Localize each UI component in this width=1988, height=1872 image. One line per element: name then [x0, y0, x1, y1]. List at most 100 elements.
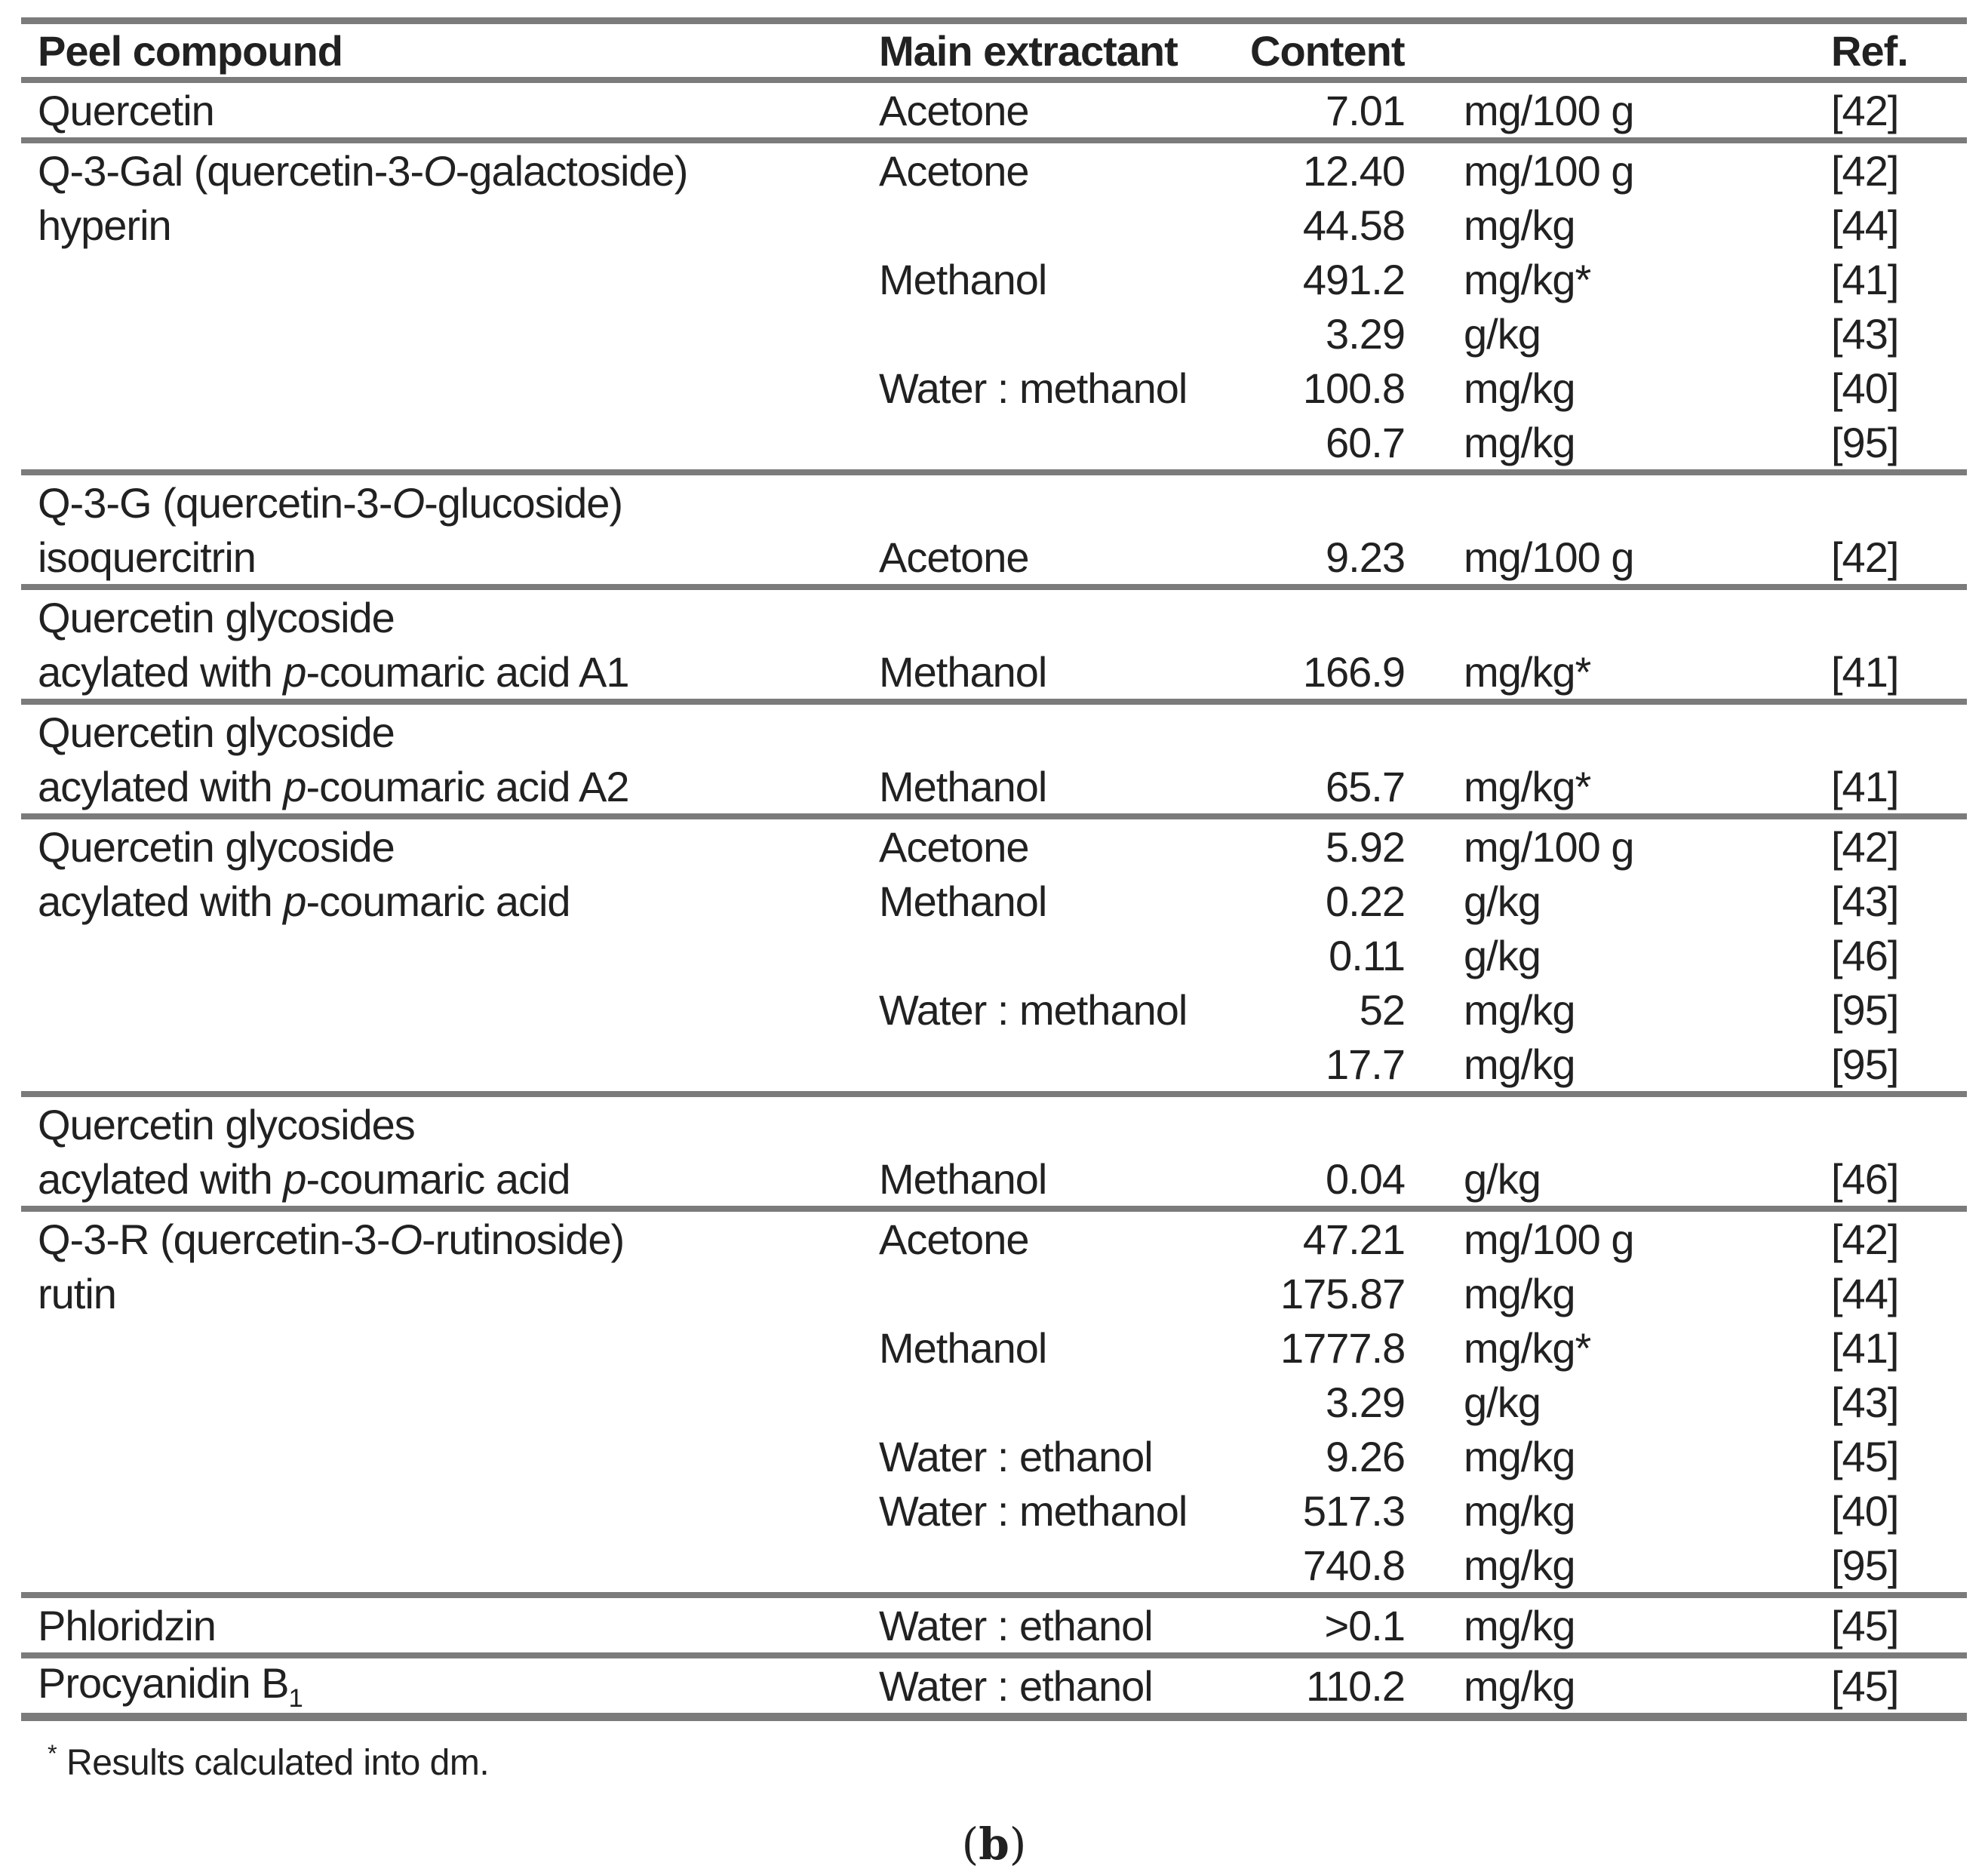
- table-row: acylated with p-coumaric acid A1 Methanol…: [21, 644, 1967, 699]
- content-value-cell: >0.1: [1324, 1601, 1406, 1649]
- compound-cell: Q-3-G (quercetin-3-O-glucoside): [38, 478, 623, 527]
- content-value-cell: 110.2: [1306, 1662, 1406, 1711]
- reference-cell: [43]: [1831, 309, 1899, 358]
- header-main-extractant: Main extractant: [879, 26, 1178, 75]
- table-row: 0.11 g/kg [46]: [21, 928, 1967, 982]
- reference-cell: [43]: [1831, 877, 1899, 925]
- content-value-cell: 740.8: [1302, 1541, 1406, 1589]
- table-body: Quercetin Acetone 7.01 mg/100 g [42] Q-3-Gal …: [21, 83, 1967, 1713]
- table-group: Quercetin glycoside acylated with p-couma…: [21, 590, 1967, 705]
- compound-cell: Quercetin: [38, 86, 215, 134]
- content-unit-cell: mg/kg*: [1464, 647, 1591, 696]
- content-unit-cell: g/kg: [1464, 1154, 1541, 1203]
- content-value-cell: 3.29: [1326, 309, 1406, 358]
- content-value-cell: 52: [1359, 985, 1406, 1034]
- reference-cell: [95]: [1831, 985, 1899, 1034]
- italic-text: p: [283, 762, 306, 810]
- extractant-cell: Methanol: [879, 1154, 1047, 1203]
- caption: (b): [961, 1818, 1027, 1870]
- compound-cell: Q-3-Gal (quercetin-3-O-galactoside): [38, 146, 688, 195]
- content-value-cell: 0.11: [1329, 931, 1406, 979]
- reference-cell: [44]: [1831, 1269, 1899, 1317]
- subscript-text: 1: [288, 1684, 303, 1714]
- table-row: Water : ethanol 9.26 mg/kg [45]: [21, 1429, 1967, 1483]
- italic-text: p: [283, 647, 306, 696]
- table-row: Phloridzin Water : ethanol >0.1 mg/kg [45]: [21, 1598, 1967, 1652]
- table-row: isoquercitrin Acetone 9.23 mg/100 g [42]: [21, 530, 1967, 584]
- extractant-cell: Water : ethanol: [879, 1662, 1154, 1711]
- italic-text: O: [423, 146, 456, 195]
- content-unit-cell: mg/100 g: [1464, 146, 1635, 195]
- content-unit-cell: mg/100 g: [1464, 533, 1635, 581]
- extractant-cell: Methanol: [879, 647, 1047, 696]
- reference-cell: [40]: [1831, 1486, 1899, 1535]
- content-value-cell: 44.58: [1302, 201, 1406, 249]
- compound-cell: isoquercitrin: [38, 533, 257, 581]
- table-group: Q-3-Gal (quercetin-3-O-galactoside) Aceto…: [21, 143, 1967, 475]
- content-unit-cell: mg/kg: [1464, 1269, 1576, 1317]
- content-value-cell: 175.87: [1280, 1269, 1406, 1317]
- table-group: Q-3-R (quercetin-3-O-rutinoside) Acetone 4…: [21, 1212, 1967, 1598]
- extractant-cell: Acetone: [879, 146, 1030, 195]
- compound-cell: Phloridzin: [38, 1601, 217, 1649]
- compound-cell: rutin: [38, 1269, 117, 1317]
- extractant-cell: Acetone: [879, 822, 1030, 871]
- reference-cell: [45]: [1831, 1601, 1899, 1649]
- table-row: Water : methanol 52 mg/kg [95]: [21, 982, 1967, 1037]
- table-row: 3.29 g/kg [43]: [21, 1375, 1967, 1429]
- content-unit-cell: mg/kg: [1464, 1601, 1576, 1649]
- compound-cell: Procyanidin B1: [38, 1659, 303, 1714]
- content-value-cell: 60.7: [1326, 418, 1406, 466]
- compound-cell: acylated with p-coumaric acid A2: [38, 762, 630, 810]
- table-row: Quercetin Acetone 7.01 mg/100 g [42]: [21, 83, 1967, 137]
- content-value-cell: 517.3: [1302, 1486, 1406, 1535]
- reference-cell: [42]: [1831, 822, 1899, 871]
- table-row: Q-3-R (quercetin-3-O-rutinoside) Acetone 4…: [21, 1212, 1967, 1266]
- reference-cell: [42]: [1831, 146, 1899, 195]
- content-unit-cell: mg/kg: [1464, 364, 1576, 412]
- reference-cell: [43]: [1831, 1378, 1899, 1426]
- content-value-cell: 3.29: [1326, 1378, 1406, 1426]
- table-row: Quercetin glycoside: [21, 590, 1967, 644]
- content-value-cell: 17.7: [1326, 1040, 1406, 1088]
- extractant-cell: Acetone: [879, 86, 1030, 134]
- content-unit-cell: mg/100 g: [1464, 86, 1635, 134]
- italic-text: O: [389, 1215, 422, 1263]
- extractant-cell: Methanol: [879, 762, 1047, 810]
- content-unit-cell: mg/kg*: [1464, 762, 1591, 810]
- content-unit-cell: mg/kg*: [1464, 1323, 1591, 1372]
- extractant-cell: Methanol: [879, 877, 1047, 925]
- reference-cell: [95]: [1831, 1040, 1899, 1088]
- header-ref: Ref.: [1831, 26, 1909, 75]
- reference-cell: [46]: [1831, 1154, 1899, 1203]
- header-content: Content: [1250, 26, 1406, 75]
- reference-cell: [41]: [1831, 762, 1899, 810]
- content-value-cell: 47.21: [1302, 1215, 1406, 1263]
- compound-table: Peel compound Main extractant Content Re…: [21, 17, 1967, 1721]
- reference-cell: [41]: [1831, 1323, 1899, 1372]
- content-unit-cell: mg/kg: [1464, 201, 1576, 249]
- content-value-cell: 5.92: [1326, 822, 1406, 871]
- compound-cell: Quercetin glycoside: [38, 708, 395, 756]
- content-value-cell: 65.7: [1326, 762, 1406, 810]
- content-value-cell: 166.9: [1302, 647, 1406, 696]
- table-row: acylated with p-coumaric acid Methanol 0.2…: [21, 874, 1967, 928]
- content-value-cell: 7.01: [1326, 86, 1406, 134]
- reference-cell: [45]: [1831, 1432, 1899, 1480]
- content-value-cell: 9.26: [1326, 1432, 1406, 1480]
- reference-cell: [95]: [1831, 1541, 1899, 1589]
- content-value-cell: 1777.8: [1280, 1323, 1406, 1372]
- table-row: Methanol 1777.8 mg/kg* [41]: [21, 1320, 1967, 1375]
- reference-cell: [42]: [1831, 533, 1899, 581]
- reference-cell: [41]: [1831, 647, 1899, 696]
- reference-cell: [41]: [1831, 255, 1899, 303]
- content-unit-cell: mg/kg: [1464, 1432, 1576, 1480]
- content-unit-cell: g/kg: [1464, 1378, 1541, 1426]
- italic-text: p: [283, 1154, 306, 1203]
- content-value-cell: 9.23: [1326, 533, 1406, 581]
- italic-text: O: [392, 478, 426, 527]
- table-group: Q-3-G (quercetin-3-O-glucoside) isoquerci…: [21, 475, 1967, 590]
- extractant-cell: Water : methanol: [879, 364, 1188, 412]
- extractant-cell: Water : ethanol: [879, 1601, 1154, 1649]
- content-unit-cell: mg/kg: [1464, 1040, 1576, 1088]
